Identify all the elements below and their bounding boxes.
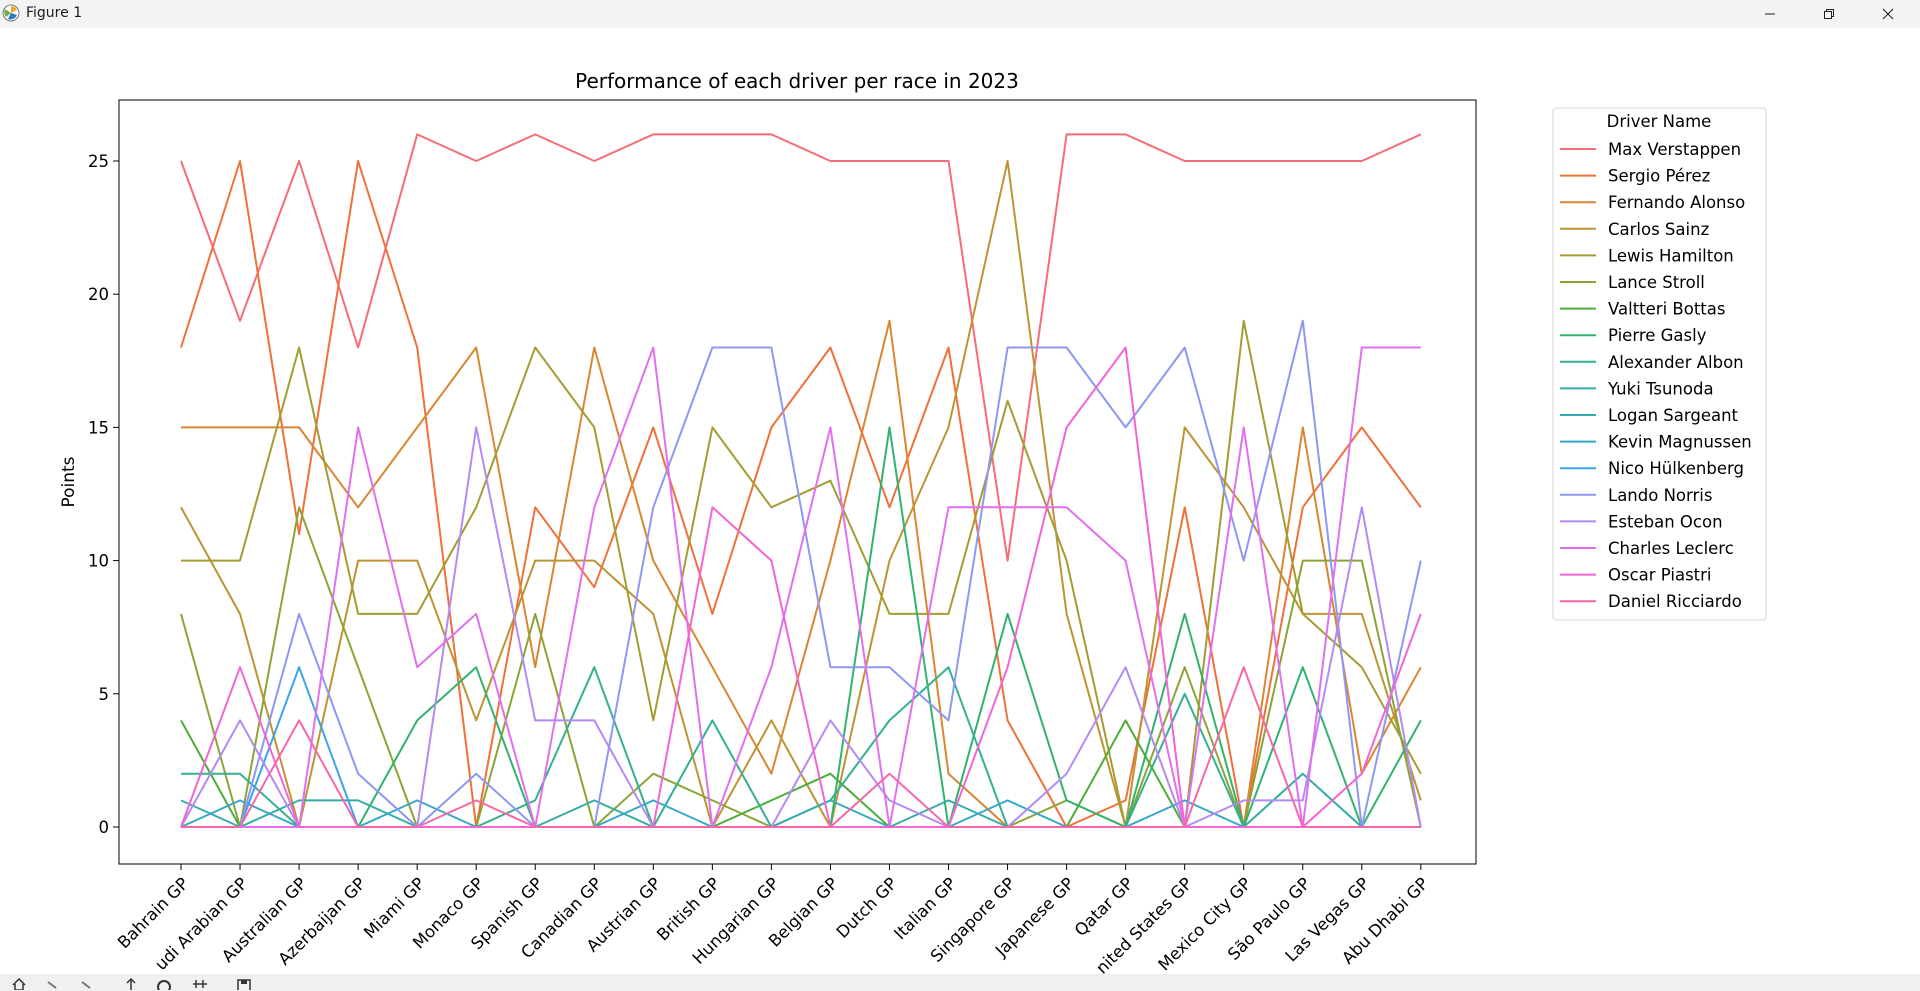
zoom-icon[interactable] (156, 978, 172, 990)
series-line-charles-leclerc (181, 346, 1421, 828)
legend-label: Carlos Sainz (1608, 220, 1709, 239)
y-tick-label: 5 (99, 685, 110, 704)
legend-label: Daniel Ricciardo (1608, 592, 1742, 611)
legend: Driver Name Max Verstappen Sergio Pérez Fe… (1552, 107, 1767, 621)
legend-label: Lance Stroll (1608, 273, 1705, 292)
legend-label: Pierre Gasly (1608, 326, 1707, 345)
legend-label: Esteban Ocon (1608, 512, 1723, 531)
legend-label: Nico Hülkenberg (1608, 459, 1744, 478)
legend-label: Logan Sargeant (1608, 406, 1739, 425)
minimize-button[interactable] (1741, 0, 1799, 28)
home-icon[interactable] (12, 978, 26, 990)
y-tick-label: 25 (88, 152, 109, 171)
close-icon (1882, 8, 1894, 20)
back-icon[interactable] (44, 978, 58, 990)
minimize-icon (1765, 13, 1775, 15)
chart-title: Performance of each driver per race in 2… (575, 69, 1019, 93)
y-tick-label: 10 (88, 552, 109, 571)
legend-label: Charles Leclerc (1608, 539, 1734, 558)
window-titlebar: Figure 1 (0, 0, 1920, 28)
legend-label: Valtteri Bottas (1608, 300, 1725, 319)
series-line-daniel-ricciardo (181, 666, 1421, 828)
y-tick-label: 15 (88, 418, 109, 437)
x-tick-label: Dutch GP (833, 874, 901, 942)
restore-icon (1824, 9, 1834, 19)
y-tick-label: 0 (99, 818, 110, 837)
series-line-max-verstappen (180, 133, 1422, 562)
legend-label: Kevin Magnussen (1608, 433, 1752, 452)
save-icon[interactable] (236, 978, 252, 990)
series-line-lewis-hamilton (181, 319, 1422, 828)
series-line-sergio-p-rez (180, 160, 1422, 828)
legend-frame (1552, 107, 1767, 621)
window-title: Figure 1 (26, 5, 83, 21)
series-layer (180, 133, 1422, 828)
legend-title: Driver Name (1607, 112, 1712, 131)
legend-label: Alexander Albon (1608, 353, 1744, 372)
legend-label: Lando Norris (1608, 486, 1712, 505)
legend-label: Sergio Pérez (1608, 167, 1710, 186)
series-line-lando-norris (181, 319, 1422, 828)
legend-label: Lewis Hamilton (1608, 246, 1734, 265)
close-button[interactable] (1859, 0, 1917, 28)
legend-label: Max Verstappen (1608, 140, 1741, 159)
forward-icon[interactable] (80, 978, 94, 990)
restore-button[interactable] (1800, 0, 1858, 28)
configure-icon[interactable] (192, 978, 208, 990)
legend-label: Oscar Piastri (1608, 566, 1712, 585)
legend-label: Fernando Alonso (1608, 193, 1745, 212)
matplotlib-logo-icon (2, 4, 20, 22)
y-tick-label: 20 (88, 285, 109, 304)
pan-icon[interactable] (124, 978, 138, 990)
y-axis-label: Points (59, 456, 79, 507)
legend-label: Yuki Tsunoda (1607, 379, 1714, 398)
figure-toolbar (0, 974, 1920, 991)
